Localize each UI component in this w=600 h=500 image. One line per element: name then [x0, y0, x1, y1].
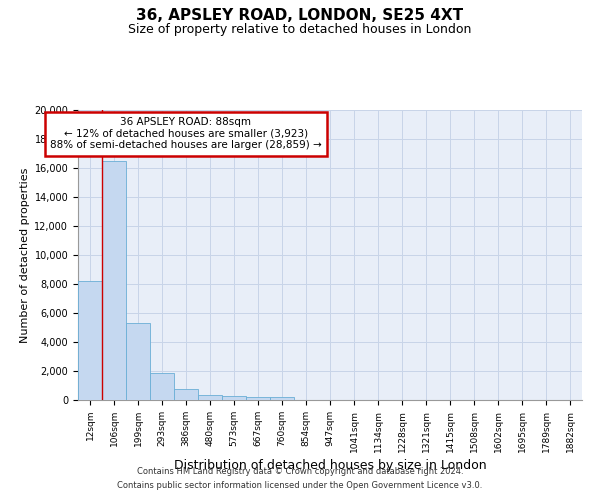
Bar — [174, 389, 198, 400]
Bar — [102, 161, 126, 400]
Y-axis label: Number of detached properties: Number of detached properties — [20, 168, 30, 342]
Bar — [270, 397, 294, 400]
Bar — [78, 281, 102, 400]
Bar — [150, 373, 174, 400]
Bar — [246, 396, 270, 400]
Bar — [198, 395, 222, 400]
Text: Size of property relative to detached houses in London: Size of property relative to detached ho… — [128, 22, 472, 36]
Bar — [222, 396, 246, 400]
Text: Contains HM Land Registry data © Crown copyright and database right 2024.: Contains HM Land Registry data © Crown c… — [137, 467, 463, 476]
Bar — [126, 323, 150, 400]
X-axis label: Distribution of detached houses by size in London: Distribution of detached houses by size … — [173, 459, 487, 472]
Text: 36 APSLEY ROAD: 88sqm
← 12% of detached houses are smaller (3,923)
88% of semi-d: 36 APSLEY ROAD: 88sqm ← 12% of detached … — [50, 117, 322, 150]
Text: Contains public sector information licensed under the Open Government Licence v3: Contains public sector information licen… — [118, 481, 482, 490]
Text: 36, APSLEY ROAD, LONDON, SE25 4XT: 36, APSLEY ROAD, LONDON, SE25 4XT — [136, 8, 464, 22]
